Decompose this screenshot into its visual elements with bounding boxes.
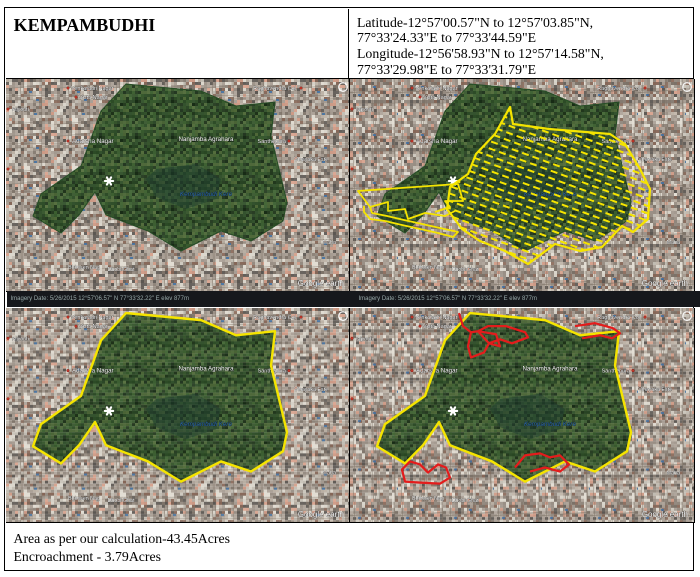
svg-text:Venkatadri Nagar: Venkatadri Nagar bbox=[71, 86, 114, 92]
svg-text:Vinayaka Este: Vinayaka Este bbox=[638, 387, 672, 393]
svg-text:Raghavendra Col: Raghavendra Col bbox=[253, 86, 296, 92]
svg-text:Bhimsen Nag: Bhimsen Nag bbox=[412, 265, 444, 271]
svg-text:Nanjamba Agrahara: Nanjamba Agrahara bbox=[178, 366, 234, 373]
svg-text:Kempambudi Kere: Kempambudi Kere bbox=[523, 421, 576, 428]
svg-text:Nanjamba Agrahara: Nanjamba Agrahara bbox=[522, 366, 578, 373]
svg-text:Venkatadri Nagar: Venkatadri Nagar bbox=[415, 86, 458, 92]
svg-text:Maha: Maha bbox=[666, 471, 679, 477]
svg-text:rajyouti: rajyouti bbox=[12, 107, 29, 113]
svg-text:Adarsha Nagar: Adarsha Nagar bbox=[72, 138, 114, 145]
svg-text:Vista Nagar: Vista Nagar bbox=[423, 324, 452, 330]
svg-text:rajyouti: rajyouti bbox=[356, 107, 373, 113]
svg-text:Raghavendra Col: Raghavendra Col bbox=[597, 315, 640, 321]
svg-text:Raghavendra Col: Raghavendra Col bbox=[597, 86, 640, 92]
svg-text:Vista Nagar: Vista Nagar bbox=[79, 324, 108, 330]
svg-text:Adarsha Nagar: Adarsha Nagar bbox=[72, 368, 114, 375]
svg-text:Vinayaka Este: Vinayaka Este bbox=[638, 157, 672, 163]
svg-text:Maha: Maha bbox=[322, 240, 335, 246]
svg-text:Kempambudi Kere: Kempambudi Kere bbox=[180, 421, 233, 428]
svg-text:Bhimsen Nag: Bhimsen Nag bbox=[68, 265, 100, 271]
svg-text:rajyouti: rajyouti bbox=[356, 336, 373, 342]
svg-text:rajyouti: rajyouti bbox=[12, 336, 29, 342]
svg-text:Maha: Maha bbox=[666, 240, 679, 246]
svg-text:Google earth: Google earth bbox=[641, 510, 687, 519]
svg-text:Google earth: Google earth bbox=[297, 279, 343, 288]
svg-text:Adarsha Nagar: Adarsha Nagar bbox=[416, 138, 458, 145]
svg-text:Dhobi Ghat: Dhobi Ghat bbox=[107, 498, 134, 504]
svg-text:Vista Nagar: Vista Nagar bbox=[423, 95, 452, 101]
svg-text:Venkatadri Nagar: Venkatadri Nagar bbox=[415, 315, 458, 321]
svg-text:Bhimsen Nag: Bhimsen Nag bbox=[412, 496, 444, 502]
svg-text:Vinayaka Este: Vinayaka Este bbox=[294, 387, 328, 393]
svg-text:Dhobi Ghat: Dhobi Ghat bbox=[107, 267, 134, 273]
svg-text:Kempambudi Kere: Kempambudi Kere bbox=[180, 191, 233, 198]
svg-text:Adarsha Nagar: Adarsha Nagar bbox=[416, 368, 458, 375]
svg-text:Maha: Maha bbox=[322, 471, 335, 477]
svg-text:Bhimsen Nag: Bhimsen Nag bbox=[68, 496, 100, 502]
svg-text:Dhobi Ghat: Dhobi Ghat bbox=[451, 267, 478, 273]
svg-text:Dhobi Ghat: Dhobi Ghat bbox=[451, 498, 478, 504]
svg-text:Vista Nagar: Vista Nagar bbox=[79, 95, 108, 101]
svg-text:Google earth: Google earth bbox=[297, 510, 343, 519]
svg-text:Vinayaka Este: Vinayaka Este bbox=[294, 157, 328, 163]
svg-text:Venkatadri Nagar: Venkatadri Nagar bbox=[71, 315, 114, 321]
svg-text:Nanjamba Agrahara: Nanjamba Agrahara bbox=[178, 136, 234, 143]
svg-text:Raghavendra Col: Raghavendra Col bbox=[253, 315, 296, 321]
svg-text:Santhepura: Santhepura bbox=[257, 139, 286, 145]
svg-text:Google earth: Google earth bbox=[641, 279, 687, 288]
